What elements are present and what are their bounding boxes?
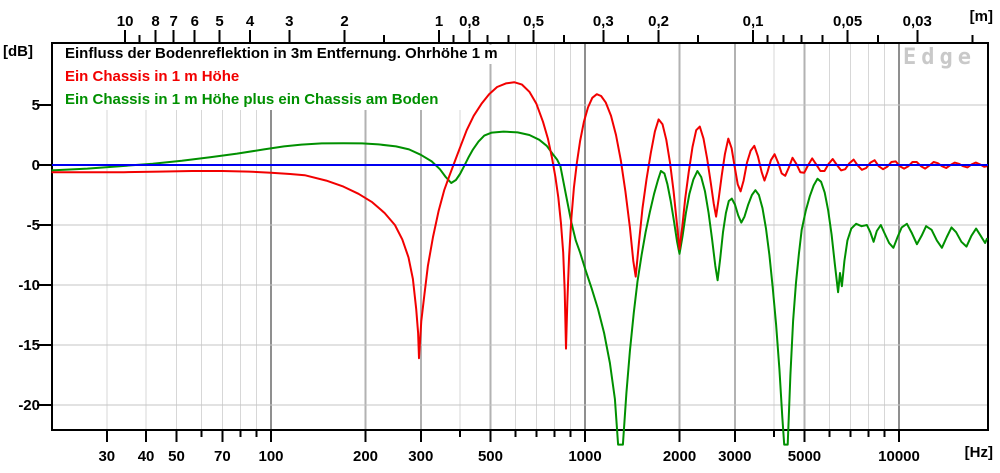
- svg-text:500: 500: [478, 448, 503, 465]
- svg-text:0,03: 0,03: [903, 13, 932, 30]
- svg-text:1: 1: [435, 13, 443, 30]
- svg-text:-20: -20: [18, 397, 40, 414]
- svg-text:50: 50: [168, 448, 185, 465]
- svg-text:4: 4: [246, 13, 255, 30]
- edge-logo: Edge: [903, 45, 976, 70]
- svg-text:0,2: 0,2: [648, 13, 669, 30]
- horizontal-gridlines: [52, 104, 988, 406]
- top-axis-unit-label: [m]: [969, 8, 993, 25]
- left-axis-unit-label: [dB]: [3, 43, 33, 60]
- curve-single-chassis: [51, 81, 988, 360]
- legend-item-double-chassis: Ein Chassis in 1 m Höhe plus ein Chassis…: [64, 91, 442, 110]
- svg-text:10: 10: [117, 13, 134, 30]
- bottom-axis-unit-label: [Hz]: [964, 444, 993, 461]
- svg-text:0,8: 0,8: [459, 13, 480, 30]
- svg-text:5000: 5000: [788, 448, 821, 465]
- svg-text:7: 7: [170, 13, 178, 30]
- svg-text:-10: -10: [18, 277, 40, 294]
- svg-text:30: 30: [98, 448, 115, 465]
- chart-title: Einfluss der Bodenreflektion in 3m Entfe…: [64, 45, 501, 64]
- plot-frame: [51, 42, 989, 431]
- svg-text:40: 40: [138, 448, 155, 465]
- vertical-gridlines: [106, 43, 900, 430]
- svg-text:-5: -5: [27, 217, 40, 234]
- svg-text:200: 200: [353, 448, 378, 465]
- svg-text:0,5: 0,5: [523, 13, 544, 30]
- svg-text:5: 5: [32, 97, 40, 114]
- svg-text:3: 3: [285, 13, 293, 30]
- curve-double-chassis: [51, 130, 989, 446]
- svg-text:10000: 10000: [878, 448, 920, 465]
- svg-text:2000: 2000: [663, 448, 696, 465]
- svg-text:1000: 1000: [568, 448, 601, 465]
- svg-text:0: 0: [32, 157, 40, 174]
- svg-text:300: 300: [408, 448, 433, 465]
- svg-text:-15: -15: [18, 337, 40, 354]
- svg-text:5: 5: [215, 13, 223, 30]
- svg-text:0,05: 0,05: [833, 13, 862, 30]
- svg-text:100: 100: [258, 448, 283, 465]
- svg-text:6: 6: [191, 13, 199, 30]
- svg-text:70: 70: [214, 448, 231, 465]
- svg-text:3000: 3000: [718, 448, 751, 465]
- legend-item-single-chassis: Ein Chassis in 1 m Höhe: [64, 68, 243, 87]
- svg-text:8: 8: [151, 13, 159, 30]
- svg-text:0,1: 0,1: [743, 13, 764, 30]
- svg-text:0,3: 0,3: [593, 13, 614, 30]
- svg-text:2: 2: [340, 13, 348, 30]
